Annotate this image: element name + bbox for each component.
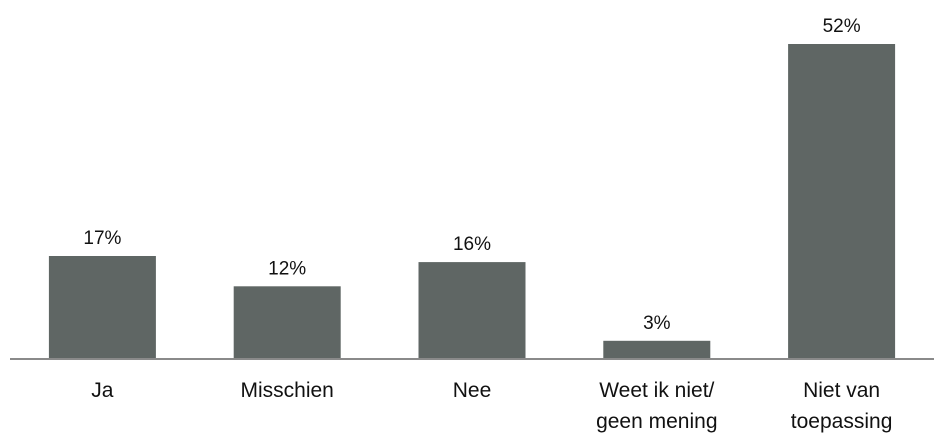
category-label-1: Ja [91,379,114,402]
data-label-4: 3% [643,313,671,334]
data-label-3: 16% [453,234,491,255]
data-label-1: 17% [83,228,121,249]
bar-1 [48,256,156,359]
bar-4 [603,340,711,359]
value-labels-group: 17% 12% 16% 3% 52% [83,16,860,334]
data-label-5: 52% [823,16,861,37]
bar-5 [788,44,896,359]
category-label-3: Nee [453,379,492,402]
category-label-2: Misschien [241,379,334,402]
bar-3 [418,262,526,359]
bar-2 [233,286,341,359]
data-label-2: 12% [268,258,306,279]
category-label-5: Niet van toepassing [791,379,893,433]
category-labels-group: Ja Misschien Nee Weet ik niet/geen mening Ni… [91,379,892,433]
category-label-4: Weet ik niet/geen mening [596,379,717,433]
bars-group [48,44,896,359]
